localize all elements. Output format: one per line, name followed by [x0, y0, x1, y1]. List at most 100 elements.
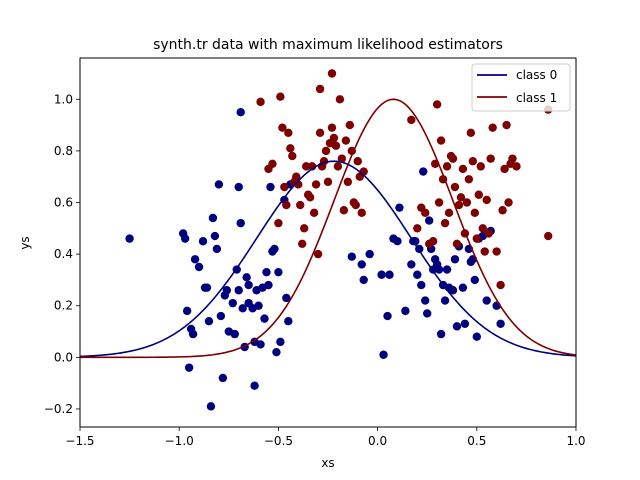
point-class-1-68 — [456, 193, 466, 202]
point-class-0-45 — [266, 182, 275, 192]
point-class-0-88 — [450, 255, 460, 264]
point-class-0-64 — [393, 237, 402, 246]
point-class-1-62 — [444, 208, 454, 218]
point-class-1-80 — [480, 247, 489, 256]
point-class-1-75 — [470, 208, 480, 218]
point-class-0-39 — [254, 301, 263, 310]
point-class-1-52 — [421, 208, 430, 218]
point-class-0-75 — [423, 309, 432, 318]
point-class-0-43 — [262, 267, 271, 277]
point-class-0-30 — [238, 304, 247, 313]
point-class-0-76 — [424, 216, 434, 225]
point-class-0-3 — [182, 306, 192, 316]
point-class-1-2 — [268, 159, 277, 168]
point-class-1-73 — [466, 128, 476, 138]
point-class-1-60 — [440, 218, 450, 228]
point-class-0-37 — [250, 381, 259, 390]
point-class-1-23 — [313, 249, 323, 259]
point-class-1-5 — [278, 123, 287, 132]
legend: class 0 class 1 — [471, 63, 571, 112]
point-class-1-56 — [432, 100, 442, 109]
point-class-1-88 — [500, 164, 509, 174]
x-tick-label-0: −1.5 — [65, 434, 94, 448]
point-class-0-4 — [184, 363, 194, 372]
point-class-1-7 — [282, 200, 291, 210]
point-class-0-28 — [236, 218, 245, 228]
point-class-1-64 — [448, 154, 458, 163]
point-class-0-91 — [458, 283, 468, 292]
point-class-1-44 — [353, 157, 362, 166]
point-class-0-92 — [460, 319, 470, 328]
point-class-1-0 — [256, 97, 265, 107]
point-class-0-40 — [256, 340, 265, 349]
point-class-1-50 — [413, 224, 422, 233]
point-class-0-12 — [204, 317, 214, 326]
point-class-0-8 — [194, 262, 204, 272]
point-class-1-58 — [436, 136, 446, 145]
point-class-0-62 — [385, 270, 394, 279]
point-class-0-27 — [234, 182, 243, 192]
point-class-1-90 — [504, 198, 513, 207]
point-class-1-39 — [343, 177, 353, 187]
chart-title: synth.tr data with maximum likelihood es… — [153, 37, 503, 53]
y-tick-label-4: 0.6 — [54, 196, 73, 210]
x-tick-label-3: 0.0 — [368, 434, 387, 448]
point-class-1-17 — [301, 162, 311, 171]
point-class-1-69 — [458, 164, 468, 174]
point-class-1-4 — [276, 92, 285, 101]
point-class-0-53 — [284, 317, 293, 326]
point-class-1-19 — [305, 193, 315, 202]
point-class-1-81 — [482, 195, 491, 205]
point-class-0-100 — [482, 296, 491, 305]
point-class-1-15 — [298, 239, 307, 248]
point-class-1-14 — [296, 200, 305, 210]
point-class-1-20 — [307, 162, 317, 171]
point-class-0-13 — [206, 402, 216, 411]
point-class-1-31 — [327, 123, 337, 132]
point-class-0-97 — [472, 332, 481, 341]
scatter-points — [125, 69, 553, 411]
point-class-0-87 — [448, 286, 458, 295]
point-class-1-28 — [321, 146, 331, 156]
y-tick-label-1: 0.0 — [54, 350, 73, 364]
point-class-0-21 — [222, 286, 232, 295]
point-class-1-37 — [339, 206, 349, 215]
point-class-0-48 — [272, 347, 281, 357]
point-class-1-6 — [280, 182, 289, 192]
point-class-0-50 — [276, 337, 285, 347]
point-class-1-35 — [335, 95, 345, 104]
point-class-1-74 — [468, 157, 478, 166]
point-class-1-61 — [442, 162, 452, 171]
point-class-0-7 — [190, 255, 200, 264]
point-class-0-26 — [234, 286, 243, 295]
point-class-0-74 — [421, 296, 430, 305]
point-class-1-54 — [428, 237, 438, 246]
point-class-1-82 — [484, 229, 493, 238]
point-class-1-65 — [450, 182, 460, 192]
point-class-1-24 — [315, 128, 325, 138]
y-axis-label: ys — [18, 236, 32, 249]
point-class-0-32 — [242, 273, 251, 282]
y-tick-label-5: 0.8 — [54, 144, 73, 158]
point-class-0-18 — [216, 311, 226, 321]
point-class-1-22 — [311, 180, 321, 189]
point-class-1-29 — [323, 177, 333, 187]
point-class-0-57 — [359, 275, 368, 285]
point-class-0-14 — [208, 213, 218, 223]
point-class-0-44 — [264, 280, 273, 290]
point-class-0-56 — [357, 260, 366, 269]
point-class-0-29 — [236, 107, 245, 117]
x-axis-ticks: −1.5 −1.0 −0.5 0.0 0.5 1.0 — [65, 427, 586, 448]
point-class-0-82 — [436, 329, 446, 339]
point-class-1-34 — [333, 162, 343, 171]
x-tick-label-1: −1.0 — [165, 434, 194, 448]
point-class-0-16 — [212, 244, 222, 254]
axes-frame — [79, 57, 577, 428]
point-class-1-10 — [288, 151, 297, 161]
point-class-1-79 — [478, 224, 487, 233]
point-class-1-93 — [512, 162, 521, 171]
x-axis-label: xs — [321, 456, 334, 470]
point-class-1-36 — [337, 154, 347, 163]
point-class-0-6 — [188, 329, 198, 339]
